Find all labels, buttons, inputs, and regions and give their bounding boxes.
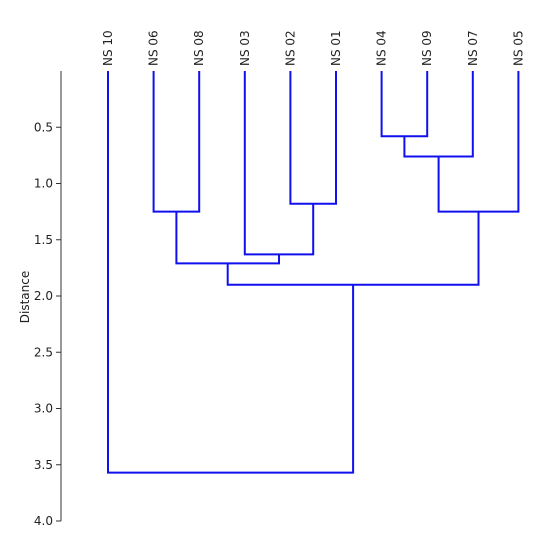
leaf-label: NS 02: [283, 30, 297, 66]
y-tick-label: 2.0: [34, 289, 53, 303]
leaf-label: NS 08: [192, 30, 206, 66]
dendrogram-link: [226, 211, 480, 286]
dendrogram-link: [107, 71, 355, 474]
leaf-label: NS 01: [329, 30, 343, 66]
leaf-label: NS 10: [101, 30, 115, 66]
y-tick-label: 3.5: [34, 458, 53, 472]
leaf-label: NS 03: [238, 30, 252, 66]
y-tick-label: 0.5: [34, 120, 53, 134]
y-tick-label: 4.0: [34, 514, 53, 528]
leaf-label: NS 07: [466, 30, 480, 66]
dendrogram-link: [243, 71, 315, 256]
dendrogram-link: [403, 71, 474, 158]
leaf-label: NS 05: [511, 30, 525, 66]
y-axis: 0.5 1.0 1.5 2.0 2.5 3.0 3.5 4.0: [34, 71, 62, 528]
y-tick-label: 3.0: [34, 402, 53, 416]
dendrogram-link: [380, 71, 429, 138]
dendrogram-link: [437, 71, 520, 213]
leaf-label: NS 09: [420, 30, 434, 66]
dendrogram-link: [289, 71, 337, 205]
dendrogram-link: [175, 211, 280, 265]
leaf-label: NS 06: [147, 30, 161, 66]
dendrogram-link: [152, 71, 201, 213]
leaf-labels: NS 10 NS 06 NS 08 NS 03 NS 02 NS 01 NS 04 NS 09…: [101, 30, 525, 66]
y-tick-label: 1.5: [34, 233, 53, 247]
dendrogram-links: [107, 71, 520, 474]
y-tick-label: 2.5: [34, 345, 53, 359]
leaf-label: NS 04: [375, 30, 389, 66]
y-tick-label: 1.0: [34, 177, 53, 191]
y-axis-title: Distance: [18, 271, 32, 323]
